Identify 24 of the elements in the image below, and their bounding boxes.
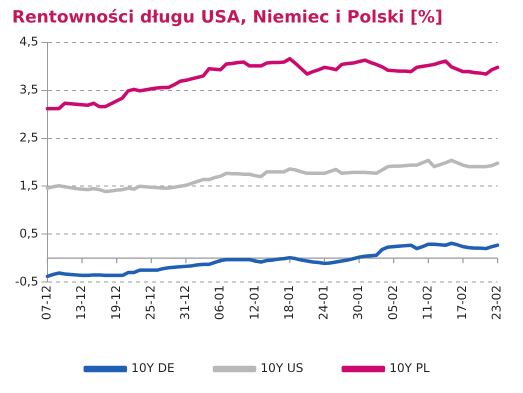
x-tick-label: 30-01 (351, 285, 366, 320)
x-tick-label: 12-01 (247, 285, 262, 320)
x-tick-label: 13-12 (74, 285, 88, 320)
chart-title: Rentowności długu USA, Niemiec i Polski [%] (12, 8, 443, 28)
y-tick-label: 3,5 (19, 82, 38, 96)
x-tick-label: 05-02 (386, 285, 400, 320)
x-tick-label: 24-01 (316, 285, 331, 320)
legend-label: 10Y DE (131, 361, 175, 376)
y-tick-label: 1,5 (19, 178, 38, 192)
y-tick-label: -0,5 (14, 274, 38, 288)
x-tick-label: 23-02 (490, 285, 504, 320)
y-tick-label: 2,5 (19, 130, 38, 144)
y-tick-label: 0,5 (19, 226, 38, 240)
x-tick-label: 11-02 (420, 285, 434, 320)
legend-label: 10Y US (260, 361, 304, 376)
y-tick-label: 4,5 (19, 34, 38, 49)
x-tick-label: 25-12 (143, 285, 158, 320)
x-tick-label: 06-01 (212, 285, 227, 320)
legend-label: 10Y PL (389, 361, 430, 376)
x-tick-label: 17-02 (455, 285, 470, 320)
x-tick-label: 31-12 (178, 285, 192, 320)
x-tick-label: 07-12 (40, 285, 54, 320)
x-tick-label: 18-01 (282, 285, 296, 320)
x-tick-label: 19-12 (108, 285, 123, 320)
